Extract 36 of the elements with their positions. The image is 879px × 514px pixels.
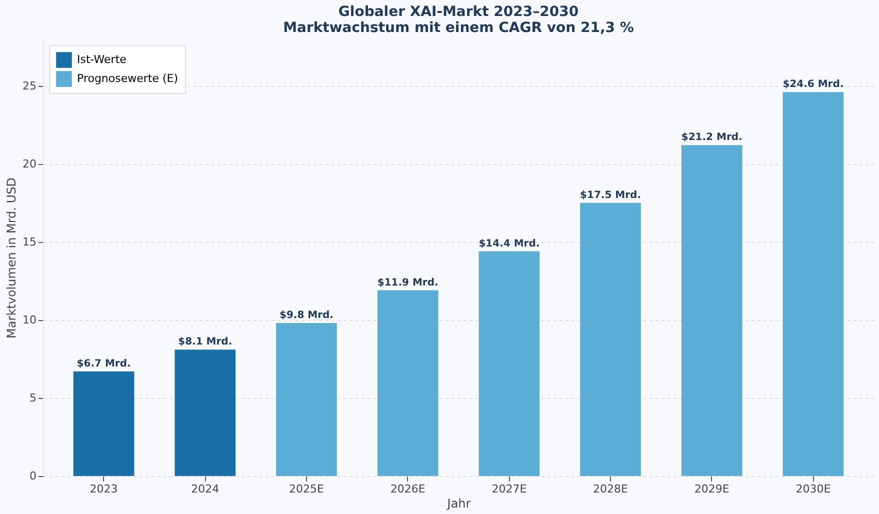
data-label: $11.9 Mrd. xyxy=(377,277,438,288)
x-tick-label: 2028E xyxy=(593,482,628,496)
y-axis-title: Marktvolumen in Mrd. USD xyxy=(4,178,19,338)
y-tick-label: 10 xyxy=(22,313,36,326)
x-tick-label: 2023 xyxy=(90,482,118,496)
bar xyxy=(782,92,844,476)
bar xyxy=(174,350,236,476)
x-tick-label: 2027E xyxy=(492,482,527,496)
data-label: $24.6 Mrd. xyxy=(782,79,844,90)
data-label: $6.7 Mrd. xyxy=(76,358,131,370)
x-axis-title: Jahr xyxy=(446,496,471,510)
bar xyxy=(276,323,337,476)
legend-label: Prognosewerte (E) xyxy=(77,72,178,85)
x-tick-label: 2026E xyxy=(390,482,426,496)
data-label: $21.2 Mrd. xyxy=(681,132,742,144)
chart-title: Globaler XAI-Markt 2023–2030 xyxy=(338,4,579,20)
y-tick-label: 25 xyxy=(22,79,36,92)
y-tick-label: 20 xyxy=(22,157,36,170)
bar xyxy=(681,145,742,476)
data-label: $8.1 Mrd. xyxy=(178,336,232,348)
chart-subtitle: Marktwachstum mit einem CAGR von 21,3 % xyxy=(283,20,634,36)
bar xyxy=(478,251,540,476)
x-tick-label: 2025E xyxy=(289,482,324,496)
y-tick-label: 5 xyxy=(30,391,36,404)
data-label: $9.8 Mrd. xyxy=(279,310,334,322)
bar xyxy=(377,290,438,476)
x-tick-label: 2029E xyxy=(694,482,730,496)
bar xyxy=(73,371,134,476)
x-tick-label: 2024 xyxy=(191,482,220,496)
x-tick-label: 2030E xyxy=(796,482,831,496)
legend-label: Ist-Werte xyxy=(77,53,127,66)
bar xyxy=(580,202,641,476)
data-label: $14.4 Mrd. xyxy=(478,238,540,250)
y-tick-label: 0 xyxy=(30,470,36,482)
data-label: $17.5 Mrd. xyxy=(580,190,641,201)
y-tick-label: 15 xyxy=(22,235,36,248)
